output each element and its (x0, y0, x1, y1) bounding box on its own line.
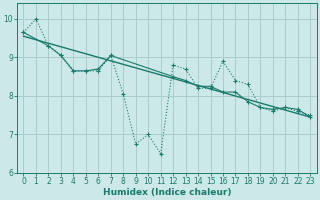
X-axis label: Humidex (Indice chaleur): Humidex (Indice chaleur) (103, 188, 231, 197)
